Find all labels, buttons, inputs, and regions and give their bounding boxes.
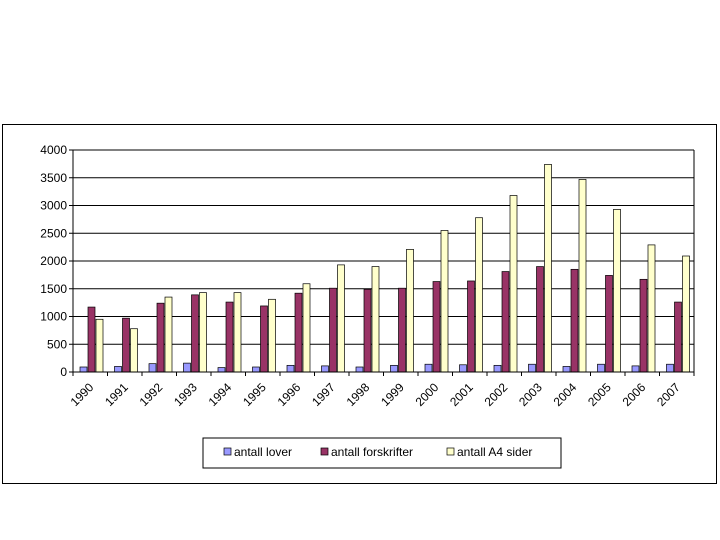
x-tick-label: 2000 <box>413 380 442 409</box>
bar-antall-forskrifter-1998 <box>363 288 372 373</box>
legend-label: antall forskrifter <box>331 445 413 459</box>
legend-swatch <box>446 447 455 456</box>
x-axis-ticks: 1990 1991 1992 1993 1994 1995 1996 1997 1998 1999… <box>68 380 684 409</box>
bar-antall-lover-2003 <box>528 363 536 373</box>
y-tick-label: 3000 <box>40 199 67 213</box>
bar-antall-forskrifter-2006 <box>639 278 648 373</box>
axes <box>69 149 695 376</box>
bar-antall-a4-sider-2005 <box>613 209 621 373</box>
bar-antall-a4-sider-2002 <box>509 195 518 373</box>
y-tick-label: 2500 <box>40 226 67 240</box>
bar-antall-a4-sider-1993 <box>199 292 207 373</box>
bar-antall-a4-sider-1995 <box>268 298 276 373</box>
y-tick-label: 500 <box>47 337 67 351</box>
y-tick-label: 1500 <box>40 282 67 296</box>
bar-antall-lover-2005 <box>597 363 605 373</box>
legend-swatch <box>320 447 329 456</box>
x-tick-label: 2003 <box>516 380 545 409</box>
bar-antall-forskrifter-1993 <box>191 294 199 373</box>
x-tick-label: 2002 <box>482 380 511 409</box>
bar-antall-forskrifter-1994 <box>225 301 234 373</box>
bar-antall-a4-sider-2001 <box>475 217 483 373</box>
x-tick-label: 1996 <box>275 380 304 409</box>
y-tick-label: 2000 <box>40 254 67 268</box>
bar-antall-forskrifter-1997 <box>329 287 337 373</box>
bar-antall-a4-sider-1994 <box>233 292 242 373</box>
bar-antall-lover-2007 <box>666 363 674 373</box>
bar-antall-forskrifter-1990 <box>87 306 96 373</box>
legend-box <box>202 437 562 469</box>
bar-antall-forskrifter-1991 <box>122 317 130 373</box>
bar-antall-forskrifter-1995 <box>260 305 268 373</box>
y-tick-label: 4000 <box>40 143 67 157</box>
x-tick-label: 1991 <box>102 380 131 409</box>
bar-antall-lover-2000 <box>424 363 433 373</box>
chart-frame: 0 500 1000 1500 2000 2500 3000 3500 4000 1990 199… <box>2 124 717 484</box>
bar-antall-forskrifter-2001 <box>467 280 475 373</box>
x-tick-label: 2006 <box>620 380 649 409</box>
x-tick-label: 2004 <box>551 380 580 409</box>
x-tick-label: 1990 <box>68 380 97 409</box>
x-tick-label: 1997 <box>309 380 338 409</box>
x-tick-label: 1999 <box>378 380 407 409</box>
bar-antall-lover-2002 <box>493 364 502 373</box>
y-tick-label: 1000 <box>40 310 67 324</box>
bar-antall-a4-sider-1991 <box>130 328 138 373</box>
bar-antall-forskrifter-2002 <box>501 271 510 373</box>
x-tick-label: 2007 <box>654 380 683 409</box>
bar-antall-a4-sider-2004 <box>578 179 587 373</box>
legend: antall lover antall forskrifter antall A4 … <box>202 437 562 469</box>
bar-antall-lover-2004 <box>562 366 571 373</box>
legend-label: antall lover <box>234 445 292 459</box>
bar-antall-forskrifter-2004 <box>570 268 579 373</box>
bar-antall-forskrifter-1999 <box>398 287 406 373</box>
bar-antall-lover-1996 <box>286 364 295 373</box>
x-tick-label: 1993 <box>171 380 200 409</box>
bar-antall-lover-1994 <box>217 367 226 373</box>
y-tick-label: 3500 <box>40 171 67 185</box>
x-tick-label: 1994 <box>206 380 235 409</box>
bar-antall-forskrifter-2005 <box>605 275 613 373</box>
legend-swatch <box>223 447 232 456</box>
bar-antall-forskrifter-2003 <box>536 266 544 373</box>
bar-antall-lover-1993 <box>183 362 191 373</box>
bar-antall-lover-1995 <box>252 366 260 373</box>
x-tick-label: 2001 <box>447 380 476 409</box>
bar-antall-lover-1999 <box>390 364 398 373</box>
bar-antall-forskrifter-2007 <box>674 301 682 373</box>
bar-antall-a4-sider-1998 <box>371 266 380 373</box>
x-tick-label: 1992 <box>137 380 166 409</box>
bar-antall-lover-1992 <box>148 363 157 373</box>
bar-antall-a4-sider-2007 <box>682 255 690 373</box>
bar-antall-lover-1990 <box>79 366 88 373</box>
bar-antall-forskrifter-1992 <box>156 302 165 373</box>
bar-antall-a4-sider-2006 <box>647 244 656 373</box>
bar-antall-a4-sider-2003 <box>544 164 552 373</box>
x-tick-label: 1995 <box>240 380 269 409</box>
bar-antall-lover-1991 <box>114 366 122 373</box>
bar-antall-lover-1998 <box>355 366 364 373</box>
bar-antall-a4-sider-1996 <box>302 283 311 373</box>
bar-antall-forskrifter-2000 <box>432 281 441 373</box>
x-tick-label: 2005 <box>585 380 614 409</box>
bar-antall-a4-sider-1999 <box>406 248 414 373</box>
bar-antall-lover-1997 <box>321 365 329 373</box>
bar-antall-a4-sider-1997 <box>337 264 345 373</box>
bar-antall-a4-sider-1992 <box>164 296 173 373</box>
gridlines <box>73 149 694 373</box>
bar-antall-lover-2001 <box>459 364 467 373</box>
legend-label: antall A4 sider <box>457 445 532 459</box>
y-axis-ticks: 0 500 1000 1500 2000 2500 3000 3500 4000 <box>40 143 67 379</box>
x-tick-label: 1998 <box>344 380 373 409</box>
y-tick-label: 0 <box>60 365 67 379</box>
bar-antall-a4-sider-2000 <box>440 230 449 373</box>
bars <box>79 164 690 373</box>
bar-antall-forskrifter-1996 <box>294 292 303 373</box>
bar-antall-a4-sider-1990 <box>95 318 104 373</box>
bar-antall-lover-2006 <box>631 365 640 373</box>
